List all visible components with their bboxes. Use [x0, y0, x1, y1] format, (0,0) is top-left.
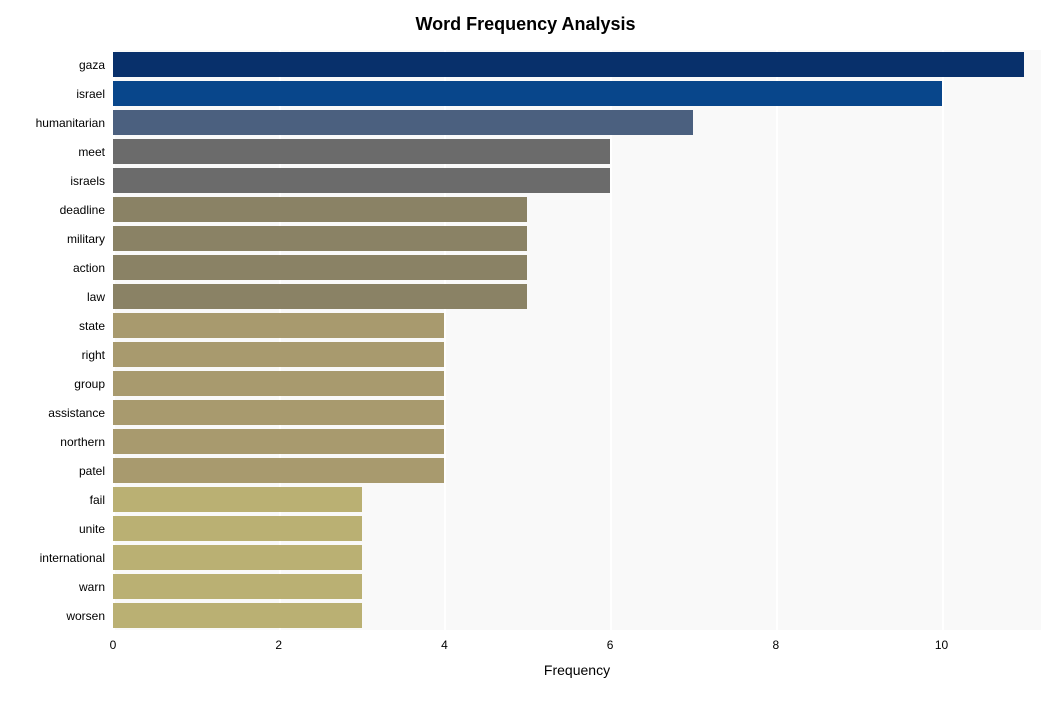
x-tick-label: 2 [275, 638, 282, 652]
bar [113, 603, 362, 628]
x-tick-label: 8 [773, 638, 780, 652]
bar [113, 371, 444, 396]
gridline [113, 50, 115, 630]
y-tick-label: action [73, 261, 105, 275]
bar [113, 516, 362, 541]
bar [113, 52, 1024, 77]
y-tick-label: right [82, 348, 105, 362]
y-tick-label: military [67, 232, 105, 246]
x-axis-label: Frequency [113, 662, 1041, 678]
bar [113, 313, 444, 338]
chart-title: Word Frequency Analysis [0, 14, 1051, 35]
bar [113, 197, 527, 222]
gridline [279, 50, 281, 630]
bar [113, 255, 527, 280]
y-tick-label: warn [79, 580, 105, 594]
y-tick-label: humanitarian [36, 116, 105, 130]
y-tick-label: meet [78, 145, 105, 159]
bar [113, 81, 942, 106]
y-tick-label: unite [79, 522, 105, 536]
y-tick-label: law [87, 290, 105, 304]
gridline [610, 50, 612, 630]
y-tick-label: gaza [79, 58, 105, 72]
gridline [776, 50, 778, 630]
y-tick-label: deadline [60, 203, 105, 217]
y-tick-label: assistance [48, 406, 105, 420]
y-tick-label: state [79, 319, 105, 333]
bar [113, 545, 362, 570]
bar [113, 574, 362, 599]
bar [113, 342, 444, 367]
x-tick-label: 4 [441, 638, 448, 652]
x-tick-label: 6 [607, 638, 614, 652]
y-tick-label: group [74, 377, 105, 391]
y-tick-label: international [40, 551, 105, 565]
bar [113, 110, 693, 135]
bar [113, 284, 527, 309]
bar [113, 139, 610, 164]
bar [113, 429, 444, 454]
chart-container: Word Frequency Analysis Frequency 0 2 4 6 8 1… [0, 0, 1051, 701]
y-tick-label: northern [60, 435, 105, 449]
y-tick-label: israel [76, 87, 105, 101]
gridline [942, 50, 944, 630]
bar [113, 458, 444, 483]
y-tick-label: fail [90, 493, 105, 507]
x-tick-label: 10 [935, 638, 948, 652]
bar [113, 487, 362, 512]
bar [113, 226, 527, 251]
y-tick-label: patel [79, 464, 105, 478]
gridline [444, 50, 446, 630]
plot-area [113, 50, 1041, 630]
x-tick-label: 0 [110, 638, 117, 652]
y-tick-label: worsen [66, 609, 105, 623]
bar [113, 168, 610, 193]
bar [113, 400, 444, 425]
y-tick-label: israels [70, 174, 105, 188]
